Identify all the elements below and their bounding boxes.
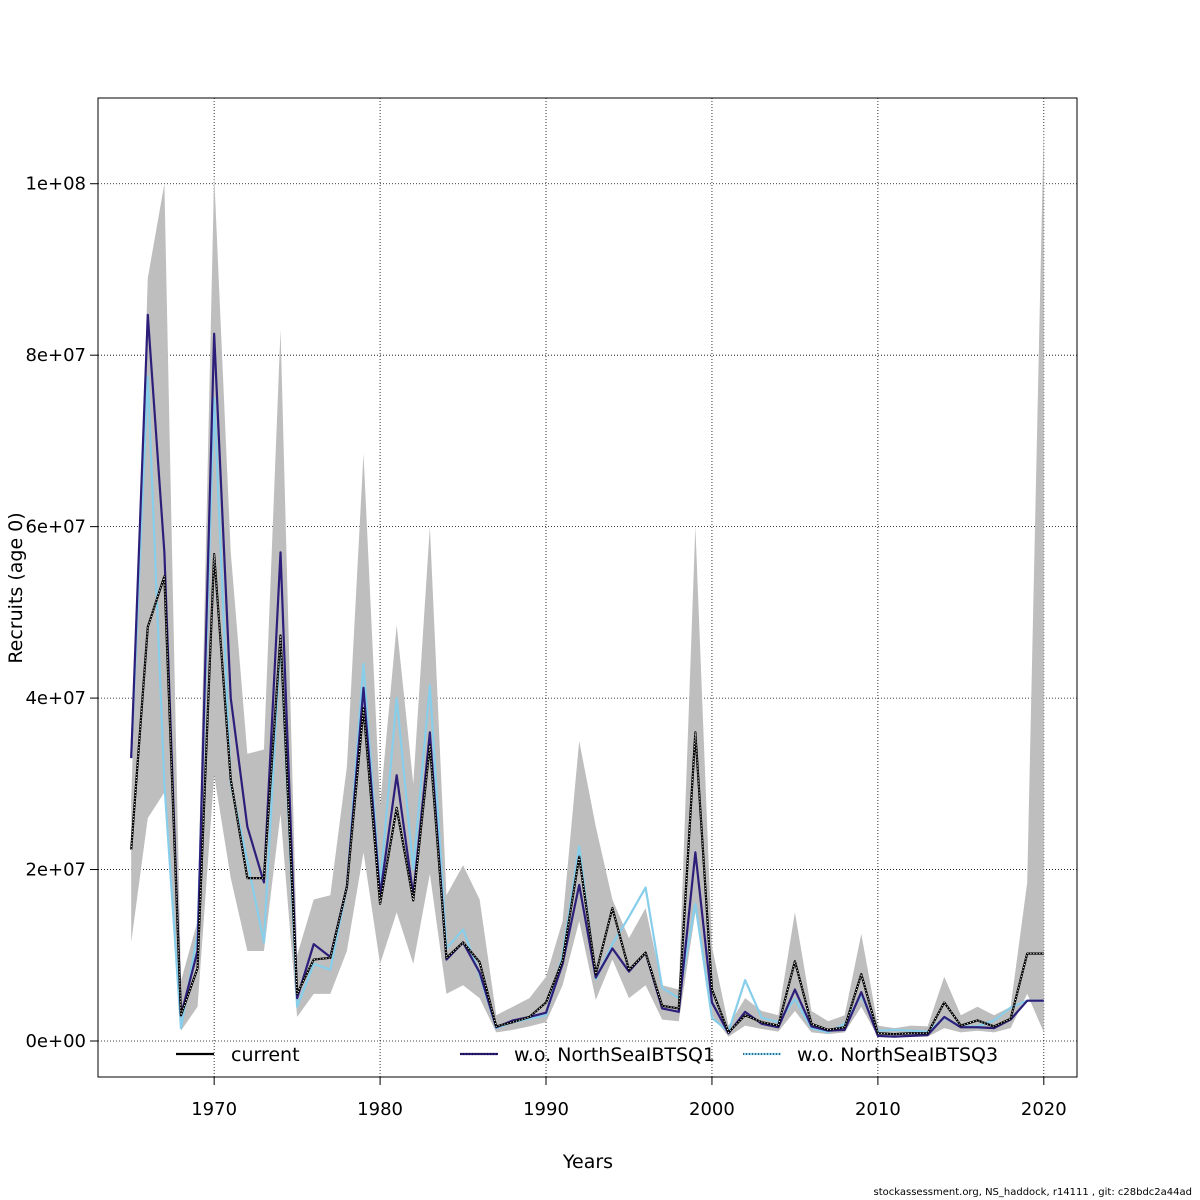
x-axis: 1970 1980 1990 2000 2010 2020 bbox=[191, 1076, 1067, 1120]
x-tick-label: 1980 bbox=[357, 1099, 403, 1120]
footer-credit: stockassessment.org, NS_haddock, r14111 … bbox=[873, 1187, 1193, 1198]
legend-entry-2-label: w.o. NorthSeaIBTSQ1 bbox=[514, 1044, 715, 1066]
legend: current w.o. NorthSeaIBTSQ1 w.o. NorthSeaI… bbox=[176, 1044, 998, 1066]
x-tick-label: 2000 bbox=[689, 1099, 735, 1120]
x-tick-label: 1970 bbox=[191, 1099, 237, 1120]
legend-entry-3-label: w.o. NorthSeaIBTSQ3 bbox=[797, 1044, 998, 1066]
y-tick-label: 8e+07 bbox=[25, 345, 86, 366]
y-axis: 0e+00 2e+07 4e+07 6e+07 8e+07 1e+08 bbox=[25, 174, 98, 1052]
x-tick-label: 2010 bbox=[855, 1099, 901, 1120]
series-line-current bbox=[130, 552, 1044, 1036]
x-tick-label: 1990 bbox=[523, 1099, 569, 1120]
x-axis-title: Years bbox=[562, 1151, 613, 1173]
y-tick-label: 0e+00 bbox=[25, 1031, 86, 1052]
y-axis-title: Recruits (age 0) bbox=[5, 512, 27, 663]
series-layer bbox=[130, 313, 1044, 1038]
y-tick-label: 2e+07 bbox=[25, 860, 86, 881]
series-line-w-o-northseaibtsq1 bbox=[130, 313, 1044, 1038]
y-tick-label: 6e+07 bbox=[25, 517, 86, 538]
confidence-band bbox=[131, 123, 1044, 1038]
y-tick-label: 1e+08 bbox=[25, 174, 86, 195]
y-tick-label: 4e+07 bbox=[25, 688, 86, 709]
confidence-band-layer bbox=[131, 123, 1044, 1038]
x-tick-label: 2020 bbox=[1021, 1099, 1067, 1120]
legend-entry-1-label: current bbox=[231, 1044, 300, 1066]
